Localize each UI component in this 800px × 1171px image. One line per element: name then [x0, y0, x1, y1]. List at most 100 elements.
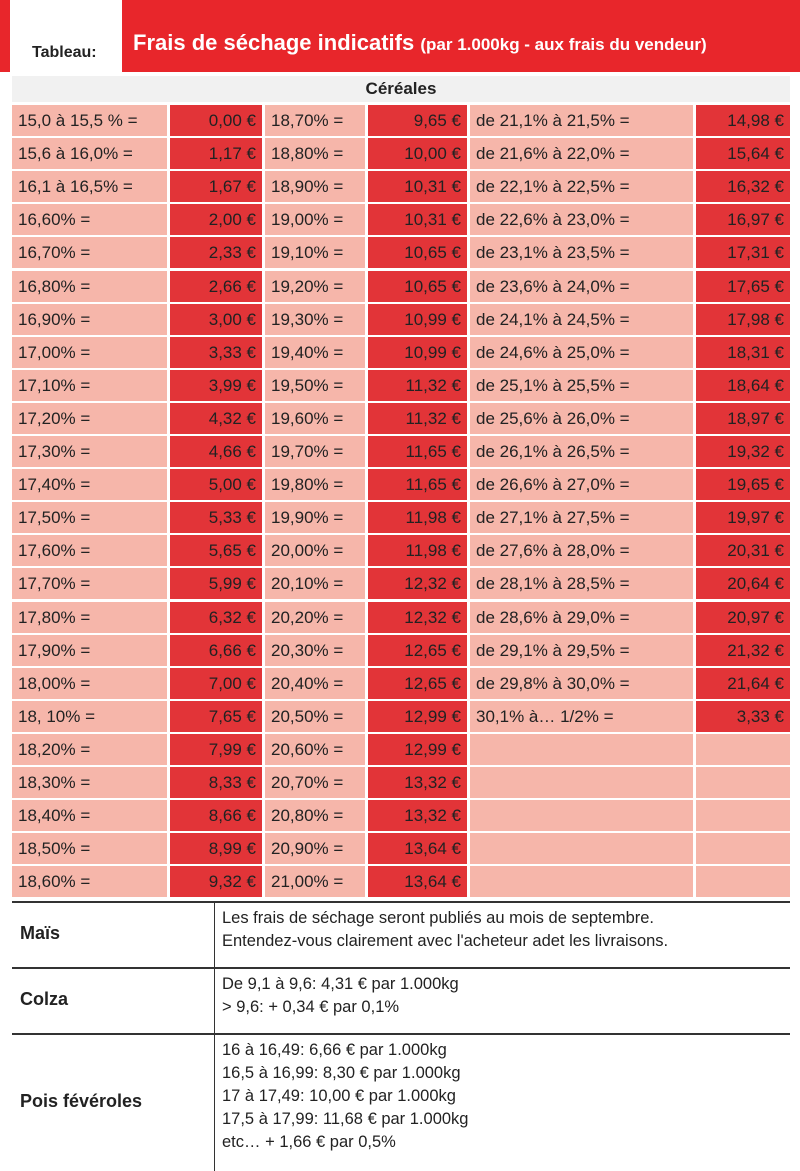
- price-cell: 5,00 €: [170, 469, 262, 501]
- label-cell: 20,60% =: [265, 733, 365, 765]
- label-cell: 16,70% =: [12, 237, 167, 269]
- price-cell: 21,32 €: [696, 634, 790, 666]
- label-cell: 18,40% =: [12, 800, 167, 832]
- price-cell: 10,65 €: [368, 270, 467, 302]
- price-cell: 7,99 €: [170, 733, 262, 765]
- title-note: (par 1.000kg - aux frais du vendeur): [420, 35, 707, 54]
- label-cell: 19,20% =: [265, 270, 365, 302]
- label-cell: de 22,1% à 22,5% =: [470, 171, 693, 203]
- crop-name: Pois févéroles: [20, 1091, 143, 1111]
- label-cell: [470, 866, 693, 898]
- price-cell: 10,99 €: [368, 303, 467, 335]
- label-cell: [696, 733, 790, 765]
- price-cell: 12,65 €: [368, 634, 467, 666]
- label-cell: 18,70% =: [265, 105, 365, 136]
- column-divider: [214, 1033, 215, 1171]
- label-cell: [696, 767, 790, 798]
- price-cell: 11,32 €: [368, 402, 467, 434]
- label-cell: 19,50% =: [265, 369, 365, 401]
- price-cell: 7,65 €: [170, 700, 262, 732]
- label-cell: 17,50% =: [12, 502, 167, 534]
- label-cell: de 28,1% à 28,5% =: [470, 568, 693, 600]
- divider: [12, 1033, 790, 1035]
- price-cell: 3,99 €: [170, 369, 262, 401]
- label-cell: de 26,6% à 27,0% =: [470, 469, 693, 501]
- price-cell: 11,98 €: [368, 502, 467, 534]
- label-cell: [470, 800, 693, 832]
- price-cell: 12,65 €: [368, 667, 467, 699]
- price-cell: 11,65 €: [368, 469, 467, 501]
- price-cell: 8,99 €: [170, 833, 262, 865]
- price-cell: 5,65 €: [170, 535, 262, 567]
- price-cell: 9,65 €: [368, 105, 467, 136]
- price-cell: 16,97 €: [696, 204, 790, 236]
- price-cell: 7,00 €: [170, 667, 262, 699]
- label-cell: de 21,1% à 21,5% =: [470, 105, 693, 136]
- price-cell: 11,65 €: [368, 436, 467, 467]
- price-cell: 16,32 €: [696, 171, 790, 203]
- label-cell: 19,60% =: [265, 402, 365, 434]
- label-cell: 19,40% =: [265, 336, 365, 368]
- price-cell: 0,00 €: [170, 105, 262, 136]
- label-cell: 17,80% =: [12, 601, 167, 633]
- label-cell: 18,20% =: [12, 733, 167, 765]
- price-cell: 17,31 €: [696, 237, 790, 269]
- price-cell: 19,65 €: [696, 469, 790, 501]
- price-cell: 20,31 €: [696, 535, 790, 567]
- label-cell: [470, 767, 693, 798]
- label-cell: [470, 833, 693, 865]
- label-cell: 20,50% =: [265, 700, 365, 732]
- price-cell: 8,33 €: [170, 767, 262, 798]
- price-cell: 1,67 €: [170, 171, 262, 203]
- price-cell: 3,00 €: [170, 303, 262, 335]
- header-tab: Tableau:: [10, 0, 122, 72]
- label-cell: 16,90% =: [12, 303, 167, 335]
- price-cell: 2,00 €: [170, 204, 262, 236]
- price-cell: 18,64 €: [696, 369, 790, 401]
- price-cell: 2,33 €: [170, 237, 262, 269]
- crop-line: Entendez-vous clairement avec l'acheteur…: [222, 932, 669, 950]
- label-cell: de 25,1% à 25,5% =: [470, 369, 693, 401]
- label-cell: 17,10% =: [12, 369, 167, 401]
- label-cell: 17,30% =: [12, 436, 167, 467]
- crop-line: De 9,1 à 9,6: 4,31 € par 1.000kg: [222, 975, 459, 993]
- label-cell: 19,30% =: [265, 303, 365, 335]
- label-cell: 18,80% =: [265, 138, 365, 170]
- label-cell: de 21,6% à 22,0% =: [470, 138, 693, 170]
- label-cell: 18,00% =: [12, 667, 167, 699]
- price-cell: 21,64 €: [696, 667, 790, 699]
- divider: [12, 967, 790, 969]
- label-cell: 17,20% =: [12, 402, 167, 434]
- label-cell: 20,00% =: [265, 535, 365, 567]
- crop-line: 16 à 16,49: 6,66 € par 1.000kg: [222, 1041, 447, 1059]
- label-cell: 18,30% =: [12, 767, 167, 798]
- label-cell: 20,40% =: [265, 667, 365, 699]
- label-cell: 20,90% =: [265, 833, 365, 865]
- label-cell: 20,10% =: [265, 568, 365, 600]
- label-cell: de 22,6% à 23,0% =: [470, 204, 693, 236]
- price-cell: 1,17 €: [170, 138, 262, 170]
- price-cell: 12,32 €: [368, 601, 467, 633]
- price-cell: 3,33 €: [170, 336, 262, 368]
- price-cell: 2,66 €: [170, 270, 262, 302]
- label-cell: 20,30% =: [265, 634, 365, 666]
- price-cell: 17,98 €: [696, 303, 790, 335]
- label-cell: 19,70% =: [265, 436, 365, 467]
- price-cell: 5,99 €: [170, 568, 262, 600]
- price-cell: 20,97 €: [696, 601, 790, 633]
- price-cell: 11,98 €: [368, 535, 467, 567]
- price-cell: 3,33 €: [696, 700, 790, 732]
- divider: [12, 901, 790, 903]
- title: Frais de séchage indicatifs: [133, 30, 415, 55]
- label-cell: 15,6 à 16,0% =: [12, 138, 167, 170]
- label-cell: de 25,6% à 26,0% =: [470, 402, 693, 434]
- label-cell: de 24,1% à 24,5% =: [470, 303, 693, 335]
- label-cell: 20,20% =: [265, 601, 365, 633]
- crop-line: > 9,6: + 0,34 € par 0,1%: [222, 998, 400, 1016]
- crop-line: 17 à 17,49: 10,00 € par 1.000kg: [222, 1087, 456, 1105]
- price-cell: 11,32 €: [368, 369, 467, 401]
- price-cell: 18,97 €: [696, 402, 790, 434]
- label-cell: 19,90% =: [265, 502, 365, 534]
- price-cell: 12,99 €: [368, 733, 467, 765]
